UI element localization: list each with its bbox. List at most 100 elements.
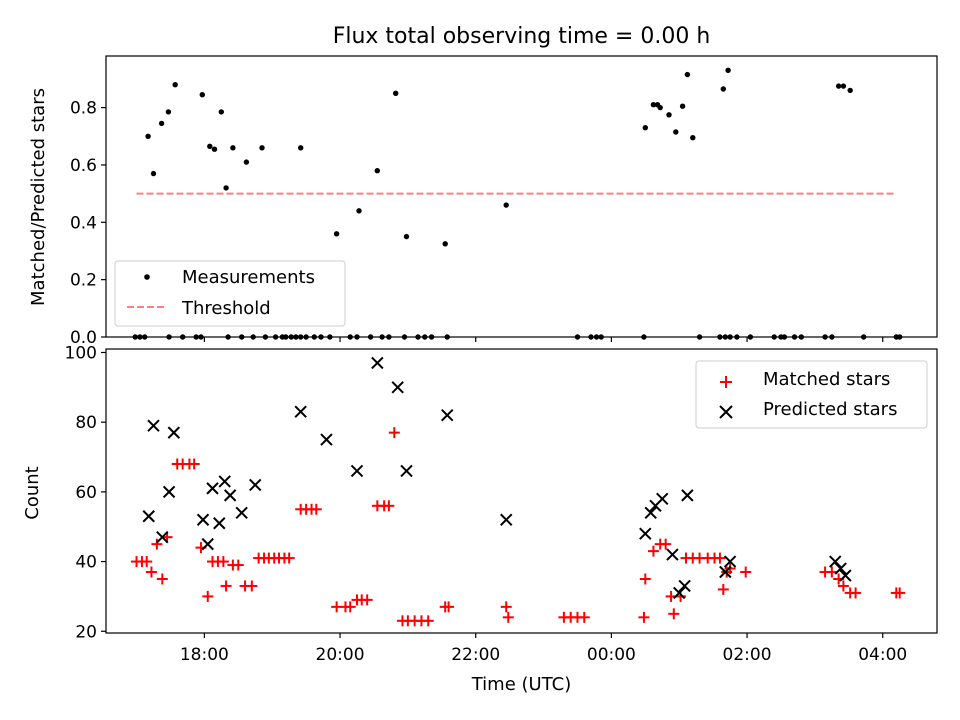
count-x-tick-label: 20:00 <box>316 645 365 665</box>
predicted-star-stroke <box>656 492 669 506</box>
ratio-frame <box>105 55 938 338</box>
predicted-star-stroke <box>400 464 413 478</box>
matched-star-point <box>156 573 168 585</box>
measurement-point <box>720 86 726 92</box>
count-frame <box>105 348 938 634</box>
count-x-tick-label: 00:00 <box>587 645 636 665</box>
matched-star-point <box>145 566 157 578</box>
predicted-star-point <box>162 485 176 499</box>
measurement-point <box>207 143 213 149</box>
predicted-star-stroke <box>320 433 333 446</box>
chart-title: Flux total observing time = 0.00 h <box>333 24 711 49</box>
measurement-point <box>673 129 679 135</box>
predicted-star-stroke <box>147 419 160 432</box>
measurement-point <box>145 133 151 139</box>
matched-star-point <box>422 615 434 627</box>
measurement-point <box>393 90 399 97</box>
matched-star-point <box>246 580 258 592</box>
measurement-point <box>218 109 224 115</box>
predicted-star-stroke <box>142 510 155 523</box>
count-plot-area <box>131 356 906 627</box>
ratio-y-tick-label: 0.0 <box>70 328 97 348</box>
matched-star-point <box>647 545 659 557</box>
matched-star-point <box>639 573 651 585</box>
count-y-axis-label: Count <box>22 466 43 519</box>
matched-star-point <box>660 538 672 550</box>
predicted-star-point <box>829 555 842 568</box>
measurement-point <box>158 120 165 127</box>
matched-star-point <box>361 594 373 606</box>
measurement-point <box>503 202 509 208</box>
predicted-star-stroke <box>294 405 307 418</box>
predicted-star-stroke <box>235 506 248 519</box>
ratio-axis: 0.0 0.2 0.4 0.6 0.8 <box>70 55 938 348</box>
ratio-y-tick-label: 0.4 <box>70 213 97 233</box>
matched-star-point <box>141 556 153 568</box>
predicted-star-stroke <box>167 426 181 439</box>
predicted-star-point <box>391 381 404 394</box>
matched-star-point <box>217 556 229 568</box>
predicted-star-point <box>839 569 852 582</box>
predicted-star-stroke <box>350 464 364 478</box>
measurement-point <box>259 145 265 151</box>
matched-star-point <box>826 566 838 578</box>
predicted-star-stroke <box>829 555 842 568</box>
predicted-star-stroke <box>681 489 694 502</box>
matched-star-point <box>443 601 455 613</box>
measurement-point <box>835 83 842 89</box>
predicted-star-point <box>678 579 691 593</box>
legend-matched-label: Matched stars <box>763 369 890 390</box>
matched-star-point <box>717 583 729 595</box>
x-axis-label: Time (UTC) <box>471 674 572 695</box>
matched-star-point <box>500 601 512 613</box>
legend-predicted-label: Predicted stars <box>763 399 897 420</box>
matched-star-point <box>714 552 726 564</box>
measurement-point <box>172 82 178 88</box>
predicted-star-stroke <box>639 527 652 540</box>
predicted-star-stroke <box>719 565 732 579</box>
ratio-y-tick-label: 0.6 <box>70 156 97 176</box>
predicted-star-stroke <box>391 381 404 394</box>
measurement-point <box>666 112 672 118</box>
predicted-star-stroke <box>678 579 691 593</box>
predicted-star-point <box>213 517 226 530</box>
count-x-tick-label: 04:00 <box>858 645 907 665</box>
predicted-star-stroke <box>500 513 513 526</box>
measurement-point <box>333 231 340 237</box>
predicted-star-stroke <box>201 537 214 551</box>
ratio-y-tick-label: 0.2 <box>70 271 97 291</box>
predicted-star-stroke <box>223 489 237 502</box>
measurement-point <box>679 103 686 109</box>
matched-star-point <box>188 458 200 470</box>
ratio-legend: Measurements Threshold <box>114 260 346 327</box>
matched-star-point <box>837 580 849 592</box>
predicted-star-point <box>666 548 679 561</box>
predicted-star-point <box>639 527 652 540</box>
matched-star-point <box>388 427 400 439</box>
predicted-star-point <box>201 537 214 551</box>
measurement-point <box>211 146 218 152</box>
count-y-tick-label: 20 <box>75 622 97 642</box>
ratio-legend-box <box>114 260 346 327</box>
count-y-tick-label: 60 <box>75 483 97 503</box>
predicted-star-point <box>218 475 231 488</box>
predicted-star-point <box>147 419 160 432</box>
count-y-tick-label: 80 <box>75 413 97 433</box>
predicted-star-stroke <box>249 478 262 492</box>
predicted-star-point <box>441 409 454 422</box>
legend-threshold-label: Threshold <box>181 298 271 319</box>
matched-star-point <box>202 590 214 602</box>
legend-matched-marker <box>720 376 732 388</box>
predicted-star-point <box>206 482 219 495</box>
predicted-star-point <box>400 464 413 478</box>
matched-star-point <box>232 559 244 571</box>
legend-measurements-marker <box>144 274 150 280</box>
predicted-star-stroke <box>723 555 737 568</box>
predicted-star-stroke <box>196 513 210 526</box>
predicted-star-stroke <box>834 562 847 575</box>
measurement-point <box>690 135 696 141</box>
predicted-star-stroke <box>371 356 384 370</box>
matched-star-point <box>383 500 395 512</box>
